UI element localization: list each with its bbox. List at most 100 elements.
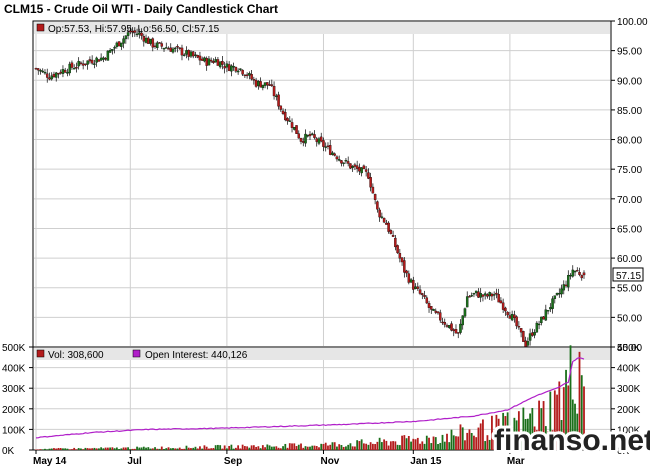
date-tick-label: May 14	[33, 456, 67, 467]
volume-left-tick-label: 0K	[2, 446, 15, 457]
candle-body	[488, 292, 491, 297]
candle-body	[160, 43, 164, 47]
candle-body	[540, 316, 543, 324]
volume-bar	[576, 413, 579, 450]
oi-legend-swatch	[132, 349, 141, 358]
volume-bar	[232, 448, 235, 450]
candle-body	[535, 322, 539, 333]
volume-bar	[48, 448, 51, 450]
volume-bar	[268, 445, 271, 450]
volume-bar	[578, 351, 581, 450]
volume-bar	[437, 444, 439, 450]
candle-body	[337, 159, 341, 161]
volume-bar	[432, 436, 435, 450]
volume-bar	[304, 446, 307, 450]
volume-bar	[62, 448, 64, 450]
volume-bar	[136, 446, 138, 450]
volume-bar	[230, 444, 233, 450]
volume-bar	[243, 446, 246, 450]
candle-body	[425, 297, 429, 304]
volume-bar	[255, 446, 257, 450]
candle-body	[196, 55, 199, 58]
volume-bar	[583, 386, 585, 450]
price-tick-label: 90.00	[617, 76, 642, 87]
candle-body	[34, 68, 38, 70]
candle-body	[414, 286, 417, 289]
candle-body	[378, 209, 381, 218]
candle-body	[355, 165, 359, 169]
volume-right-tick-label: 400K	[617, 364, 641, 375]
volume-bar	[104, 447, 107, 450]
volume-left-tick-label: 300K	[2, 384, 26, 395]
volume-bar	[97, 448, 100, 450]
candle-body	[75, 67, 78, 69]
volume-bar	[158, 448, 161, 450]
candle-body	[194, 54, 197, 56]
volume-bar	[488, 439, 491, 450]
candle-body	[180, 47, 184, 56]
candle-body	[497, 293, 500, 303]
volume-bar	[466, 432, 469, 450]
volume-bar	[261, 445, 264, 450]
candle-body	[470, 295, 473, 297]
volume-y-axis: 500K 500K 400K 400K 300K 300K 200K 200K 100K 100K…	[2, 343, 641, 457]
volume-bar	[133, 448, 136, 450]
candle-body	[459, 323, 462, 333]
volume-bar	[151, 448, 154, 450]
volume-bar	[520, 434, 523, 450]
candle-body	[317, 138, 321, 144]
candle-body	[472, 293, 476, 295]
volume-bar	[367, 444, 370, 450]
candle-body	[549, 307, 552, 310]
price-tick-label: 55.00	[617, 284, 642, 295]
volume-bar	[421, 441, 424, 450]
volume-bar	[410, 441, 412, 450]
volume-bar	[538, 400, 540, 450]
volume-bar	[142, 446, 145, 450]
volume-bar	[192, 447, 195, 450]
date-tick-label: Nov	[320, 456, 339, 467]
candle-body	[450, 323, 453, 331]
volume-bar	[329, 444, 332, 450]
candle-body	[508, 315, 512, 319]
volume-bar	[172, 448, 174, 450]
volume-bar	[506, 412, 509, 450]
candle-body	[263, 82, 267, 86]
volume-bar	[533, 426, 536, 450]
volume-bar	[196, 448, 199, 450]
candle-body	[61, 69, 65, 74]
volume-bar	[102, 448, 105, 450]
candle-body	[140, 32, 143, 36]
candle-body	[288, 120, 292, 122]
candle-body	[133, 30, 137, 33]
volume-bar	[540, 408, 543, 450]
candle-body	[531, 332, 534, 336]
candle-body	[81, 63, 85, 66]
price-tick-label: 60.00	[617, 254, 642, 265]
candle-body	[391, 235, 395, 237]
candle-body	[88, 59, 92, 62]
volume-bar	[389, 441, 392, 450]
volume-bar	[181, 448, 183, 450]
volume-bar	[565, 369, 567, 450]
volume-bar	[551, 430, 554, 450]
volume-bar	[259, 448, 262, 450]
candle-body	[279, 105, 283, 110]
volume-bar	[580, 375, 583, 450]
volume-bar	[295, 446, 298, 450]
candle-body	[373, 194, 377, 200]
volume-right-tick-label: 300K	[617, 384, 641, 395]
candle-body	[427, 303, 431, 308]
price-plot-area	[32, 20, 612, 348]
candle-body	[165, 47, 168, 49]
candle-body	[362, 165, 366, 169]
volume-bar	[291, 443, 293, 450]
candle-body	[250, 74, 253, 80]
candle-body	[400, 257, 404, 263]
volume-bar	[457, 436, 460, 450]
candle-body	[149, 38, 152, 44]
candle-body	[176, 46, 179, 48]
candle-body	[387, 222, 390, 232]
volume-bar	[336, 446, 338, 450]
